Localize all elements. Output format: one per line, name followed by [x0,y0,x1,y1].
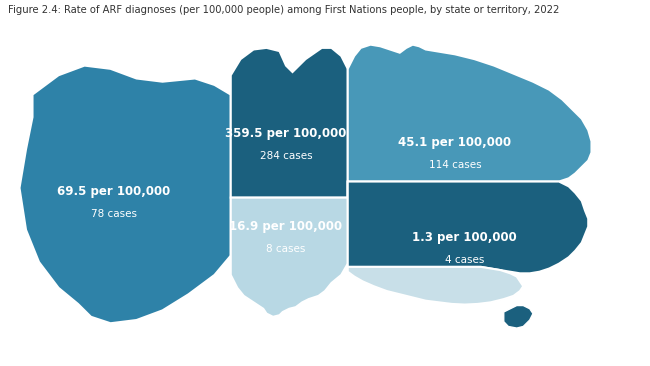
Polygon shape [348,45,592,198]
Text: Figure 2.4: Rate of ARF diagnoses (per 100,000 people) among First Nations peopl: Figure 2.4: Rate of ARF diagnoses (per 1… [8,5,559,15]
Text: 69.5 per 100,000: 69.5 per 100,000 [57,185,170,198]
Polygon shape [348,267,523,305]
Polygon shape [504,306,533,328]
Text: 16.9 per 100,000: 16.9 per 100,000 [229,220,343,233]
Polygon shape [231,48,348,198]
Text: 359.5 per 100,000: 359.5 per 100,000 [226,127,346,140]
Text: 45.1 per 100,000: 45.1 per 100,000 [398,137,512,149]
Text: 8 cases: 8 cases [266,244,306,254]
Text: 4 cases: 4 cases [445,255,484,265]
Text: 284 cases: 284 cases [260,151,312,161]
Polygon shape [231,198,348,317]
Text: 1.3 per 100,000: 1.3 per 100,000 [412,231,517,244]
Polygon shape [20,66,231,323]
Polygon shape [348,182,588,273]
Text: 78 cases: 78 cases [91,209,136,219]
Text: 114 cases: 114 cases [429,160,481,171]
